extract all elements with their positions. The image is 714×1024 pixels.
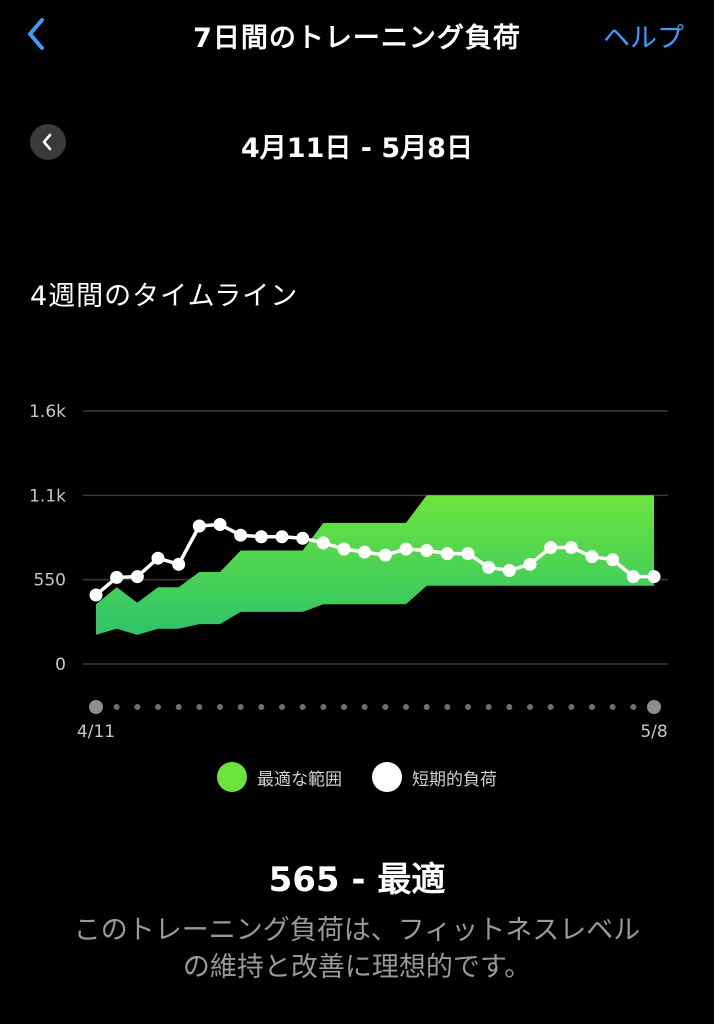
load-point [110,570,124,584]
day-dot [568,704,575,710]
legend-label-short-term-load: 短期的負荷 [412,769,497,790]
day-dot [196,704,203,710]
chart-legend: 最適な範囲 短期的負荷 [0,762,714,792]
load-point [316,536,330,550]
description-line-1: このトレーニング負荷は、フィットネスレベル [73,915,641,946]
day-dot [403,704,409,710]
date-range-label: 4月11日 - 5月8日 [241,133,473,164]
legend-item-short-term-load: 短期的負荷 [372,762,497,792]
load-point [172,557,186,571]
day-dot [506,704,513,710]
day-dot [175,704,182,710]
y-tick-label: 1.6k [29,402,66,422]
load-point [378,548,392,562]
load-point [337,542,351,556]
load-point [130,570,144,584]
load-point [502,563,516,577]
load-point [585,550,599,564]
day-dot [589,704,595,710]
day-dot [382,704,389,710]
day-dot [609,704,616,710]
load-point [234,528,248,542]
previous-period-button[interactable] [30,124,66,160]
y-tick-label: 1.1k [29,486,66,506]
day-dot [258,704,265,710]
day-dot [320,704,327,710]
y-tick-label: 550 [34,571,66,591]
load-point [482,560,496,574]
x-tick-label-start: 4/11 [77,722,115,742]
day-dot [547,704,554,710]
chevron-left-icon [42,133,52,151]
load-point [544,540,558,554]
load-point [420,544,434,558]
load-point [296,531,310,545]
load-point [461,547,475,561]
legend-item-optimal-range: 最適な範囲 [217,762,342,792]
day-dot [527,704,533,710]
load-point [564,540,578,554]
load-status-headline: 565 - 最適 [268,860,446,900]
day-dot [423,704,430,710]
help-button[interactable]: ヘルプ [603,23,684,54]
load-point [151,551,165,565]
short-term-load-line [94,522,654,597]
short-term-load-swatch [372,762,402,792]
day-dot [485,704,492,710]
day-dot [341,704,347,710]
page-title: 7日間のトレーニング負荷 [193,23,521,54]
optimal-range-area [96,495,654,635]
day-dot [361,704,368,710]
load-point [399,542,413,556]
load-point [213,517,227,531]
day-dot [465,704,471,710]
axis-end-marker [647,700,661,714]
day-dot [279,704,285,710]
day-dot [155,704,161,710]
load-status-description: このトレーニング負荷は、フィットネスレベル の維持と改善に理想的です。 [40,912,674,986]
load-point [275,530,289,544]
day-dot [113,704,120,710]
x-tick-label-end: 5/8 [640,722,667,742]
load-point [254,530,268,544]
day-dot [444,704,451,710]
timeline-title: 4週間のタイムライン [30,281,299,312]
legend-label-optimal-range: 最適な範囲 [257,769,342,790]
load-point [89,588,103,602]
load-point [626,570,640,584]
load-point [192,519,206,533]
load-point [358,545,372,559]
day-dot [299,704,306,710]
day-dot [237,704,244,710]
description-line-2: の維持と改善に理想的です。 [182,952,532,983]
load-point [606,553,620,567]
load-point [523,557,537,571]
back-button[interactable] [22,14,56,54]
training-load-chart: 0 550 1.1k 1.6k 4/11 5/8 [29,402,668,742]
day-dot [630,704,637,710]
chevron-left-icon [28,18,44,50]
y-tick-label: 0 [55,655,66,675]
load-point [440,547,454,561]
day-dot [134,704,141,710]
axis-end-marker [89,700,103,714]
day-dot [217,704,223,710]
load-point [647,570,661,584]
optimal-range-swatch [217,762,247,792]
